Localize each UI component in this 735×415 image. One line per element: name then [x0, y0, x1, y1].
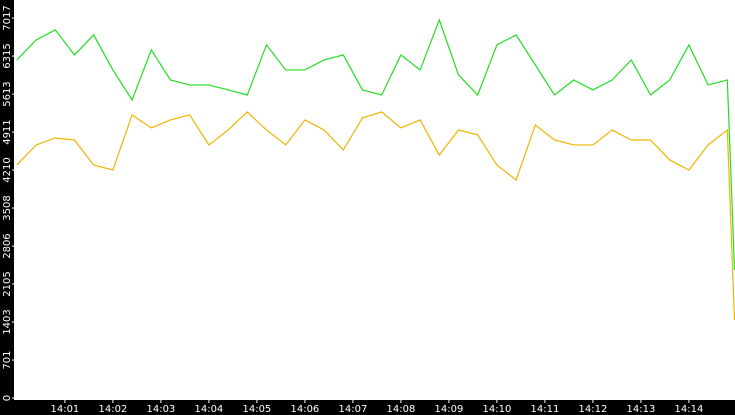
y-tick-label: 2105: [2, 271, 13, 296]
x-tick-label: 14:06: [290, 404, 319, 415]
x-tick-label: 14:03: [146, 404, 175, 415]
y-tick-label: 0: [2, 395, 13, 401]
y-tick-label: 3508: [2, 195, 13, 220]
y-tick-label: 6315: [2, 43, 13, 68]
x-tick-label: 14:13: [627, 404, 656, 415]
x-tick-label: 14:08: [386, 404, 415, 415]
x-tick-label: 14:12: [578, 404, 607, 415]
x-tick-label: 14:01: [50, 404, 79, 415]
x-tick-label: 14:07: [338, 404, 367, 415]
y-tick-label: 1403: [2, 309, 13, 334]
series-line: [16, 18, 735, 271]
series-line: [16, 111, 735, 320]
plot-area: [14, 0, 735, 400]
x-tick-label: 14:05: [242, 404, 271, 415]
y-tick-label: 5613: [2, 81, 13, 106]
x-tick-label: 14:04: [194, 404, 223, 415]
x-tick-label: 14:10: [482, 404, 511, 415]
y-tick-label: 2806: [2, 233, 13, 258]
x-tick-label: 14:11: [530, 404, 559, 415]
y-tick-label: 4911: [2, 119, 13, 144]
y-tick-label: 701: [2, 350, 13, 369]
y-tick-label: 7017: [2, 5, 13, 30]
x-tick-label: 14:09: [434, 404, 463, 415]
x-tick-label: 14:02: [98, 404, 127, 415]
x-tick-label: 14:14: [675, 404, 704, 415]
y-tick-label: 4210: [2, 157, 13, 182]
